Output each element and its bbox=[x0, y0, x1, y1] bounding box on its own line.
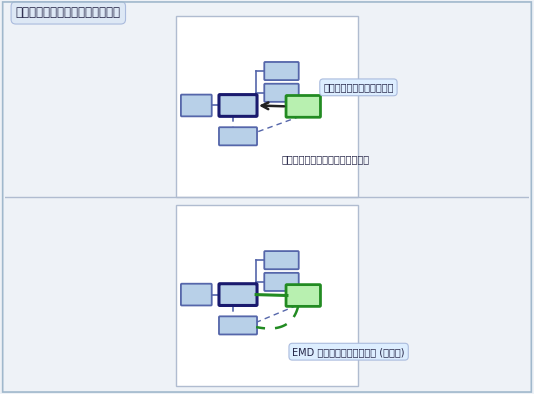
FancyBboxPatch shape bbox=[264, 251, 299, 269]
Text: 現有的內嵌樹狀結構和參考關聯性: 現有的內嵌樹狀結構和參考關聯性 bbox=[16, 6, 121, 19]
FancyBboxPatch shape bbox=[219, 127, 257, 145]
FancyBboxPatch shape bbox=[264, 273, 299, 291]
FancyBboxPatch shape bbox=[286, 95, 320, 117]
FancyBboxPatch shape bbox=[219, 284, 257, 305]
FancyBboxPatch shape bbox=[181, 284, 211, 305]
Text: EMD 會判斷要建立的新連結 (和物件): EMD 會判斷要建立的新連結 (和物件) bbox=[293, 347, 405, 357]
FancyBboxPatch shape bbox=[176, 205, 358, 386]
Text: 要連接到樹狀結構的新項目: 要連接到樹狀結構的新項目 bbox=[323, 82, 394, 92]
FancyBboxPatch shape bbox=[286, 284, 320, 307]
FancyBboxPatch shape bbox=[219, 316, 257, 335]
FancyBboxPatch shape bbox=[264, 84, 299, 102]
Text: 使用者在現有的目標上置放新項目: 使用者在現有的目標上置放新項目 bbox=[281, 154, 370, 164]
FancyBboxPatch shape bbox=[219, 95, 257, 116]
FancyBboxPatch shape bbox=[181, 95, 211, 116]
FancyBboxPatch shape bbox=[264, 62, 299, 80]
FancyBboxPatch shape bbox=[176, 16, 358, 197]
